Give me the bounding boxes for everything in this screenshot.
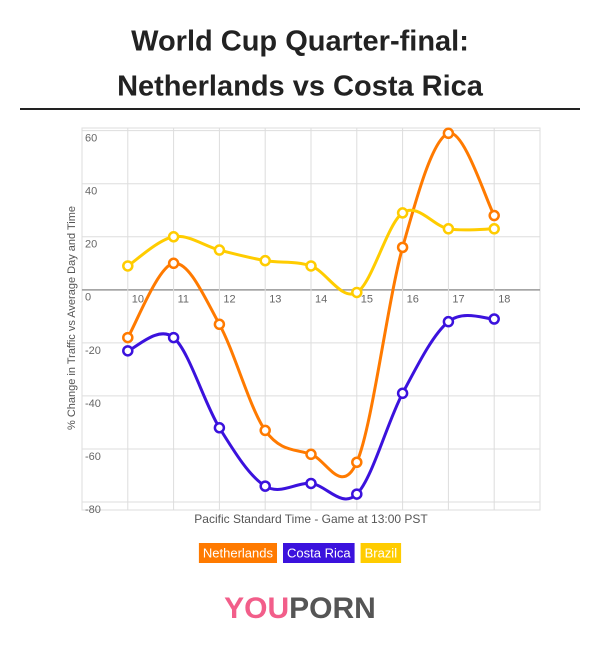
point [396,207,409,219]
point [351,456,363,468]
legend: Netherlands Costa Rica Brazil [198,543,402,563]
x-tick-label: 14 [315,294,327,306]
logo-text: PORN [289,592,376,625]
point [396,241,409,254]
point [122,345,134,357]
point [488,209,500,222]
series-line [126,131,496,479]
point [305,448,317,461]
legend-swatch [283,543,355,563]
logo-text: YOU [224,592,289,625]
y-tick-label: 40 [85,186,97,198]
point [488,223,500,235]
point [167,331,180,344]
legend-item: Brazil [360,543,402,563]
point [442,127,455,140]
point [167,257,180,270]
legend-swatch [198,543,278,563]
point [213,422,226,434]
y-tick-label: 60 [85,133,97,145]
y-tick-label: 20 [85,239,97,251]
point [122,331,134,344]
point [213,318,226,331]
y-tick-label: 0 [85,292,91,304]
x-tick-label: 12 [223,294,235,306]
x-tick-label: 16 [407,294,419,306]
x-tick-label: 18 [498,294,510,306]
chart-title: Netherlands vs Costa Rica [117,71,484,103]
point [442,223,455,235]
point [122,260,134,272]
point [259,480,271,492]
point [351,488,363,500]
point [259,424,271,437]
x-tick-label: 11 [178,294,189,306]
logo: YOU PORN [224,592,376,625]
y-axis-label: % Change in Traffic vs Average Day and T… [66,206,78,430]
point [213,244,226,256]
y-tick-label: -80 [85,504,101,516]
point [488,313,500,325]
legend-label: Costa Rica [287,545,351,560]
x-tick-label: 10 [132,294,144,306]
x-axis-label: Pacific Standard Time - Game at 13:00 PS… [194,512,428,526]
point [305,477,317,490]
legend-swatch [360,543,402,563]
x-tick-label: 15 [361,294,373,306]
x-tick-label: 13 [269,294,281,306]
legend-item: Costa Rica [283,543,355,563]
y-tick-label: -20 [85,345,101,357]
legend-item: Netherlands [198,543,278,563]
legend-label: Netherlands [203,545,274,560]
point [259,254,271,267]
point [167,231,180,243]
point [396,387,409,400]
x-tick-label: 17 [452,294,464,306]
chart-title: World Cup Quarter-final: [131,26,469,58]
point [442,315,455,328]
point [351,286,363,299]
y-tick-label: -60 [85,451,101,463]
point [305,260,317,272]
y-tick-label: -40 [85,398,101,410]
legend-label: Brazil [365,545,398,560]
